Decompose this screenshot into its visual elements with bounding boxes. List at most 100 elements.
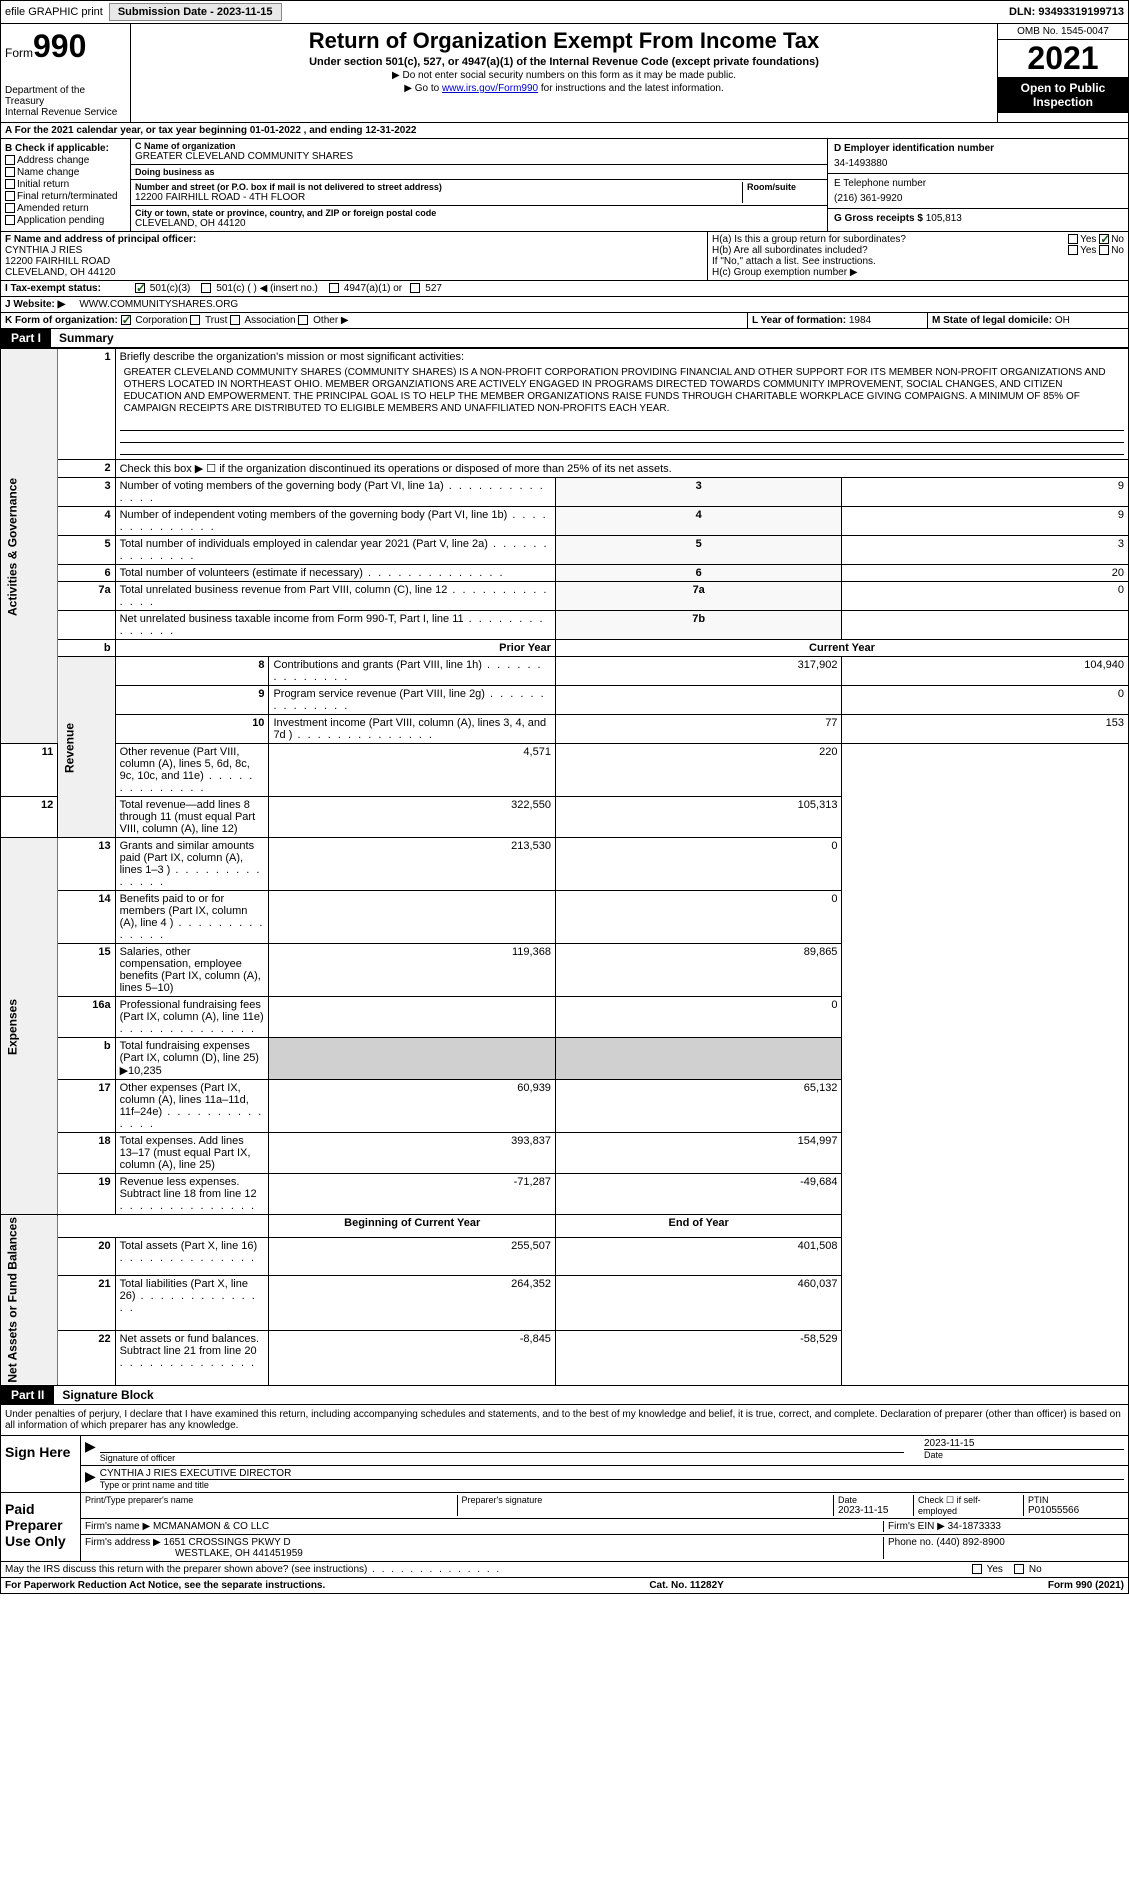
line-num <box>58 611 115 640</box>
chk-501c3[interactable] <box>135 283 145 293</box>
line-box: 3 <box>555 478 842 507</box>
submission-date-button[interactable]: Submission Date - 2023-11-15 <box>109 3 282 21</box>
org-name-label: C Name of organization <box>135 141 823 151</box>
line-text: Total unrelated business revenue from Pa… <box>115 582 555 611</box>
website-value: WWW.COMMUNITYSHARES.ORG <box>75 297 242 312</box>
line-text: Number of independent voting members of … <box>115 507 555 536</box>
chk-corp[interactable] <box>121 315 131 325</box>
prior-val: 264,352 <box>269 1276 556 1331</box>
chk-app-pending[interactable] <box>5 215 15 225</box>
chk-trust[interactable] <box>190 315 200 325</box>
ha-yes-chk[interactable] <box>1068 234 1078 244</box>
arrow-icon: ▶ <box>85 1438 96 1463</box>
dln-label: DLN: 93493319199713 <box>1009 6 1124 18</box>
line-text: Other expenses (Part IX, column (A), lin… <box>115 1080 269 1133</box>
line-val: 9 <box>842 507 1129 536</box>
irs-link[interactable]: www.irs.gov/Form990 <box>442 83 538 94</box>
chk-name-change[interactable] <box>5 167 15 177</box>
blank-line <box>120 421 1124 431</box>
hb-note: If "No," attach a list. See instructions… <box>712 256 1124 267</box>
hb-no-chk[interactable] <box>1099 245 1109 255</box>
lbl-app-pending: Application pending <box>17 215 104 226</box>
curr-val: 0 <box>842 686 1129 715</box>
line2-num: 2 <box>58 460 115 478</box>
opt-assoc: Association <box>244 315 295 326</box>
prior-val <box>555 686 842 715</box>
chk-assoc[interactable] <box>230 315 240 325</box>
city-label: City or town, state or province, country… <box>135 208 823 218</box>
chk-initial-return[interactable] <box>5 179 15 189</box>
form-990: 990 <box>33 28 86 64</box>
line-text: Revenue less expenses. Subtract line 18 … <box>115 1174 269 1215</box>
tax-status-label: I Tax-exempt status: <box>1 281 131 296</box>
curr-val: 104,940 <box>842 657 1129 686</box>
line-num: 15 <box>58 944 115 997</box>
vtab-netassets: Net Assets or Fund Balances <box>1 1215 58 1386</box>
tel-label: E Telephone number <box>834 178 1122 189</box>
chk-address-change[interactable] <box>5 155 15 165</box>
hb-yes-chk[interactable] <box>1068 245 1078 255</box>
curr-val: 105,313 <box>555 797 842 838</box>
officer-addr2: CLEVELAND, OH 44120 <box>5 267 703 278</box>
prior-val: 213,530 <box>269 838 556 891</box>
col-b-checkboxes: B Check if applicable: Address change Na… <box>1 139 131 231</box>
firm-ein: 34-1873333 <box>948 1521 1001 1532</box>
row-a-tax-year: A For the 2021 calendar year, or tax yea… <box>0 123 1129 139</box>
line-val: 3 <box>842 536 1129 565</box>
phone-value: (440) 892-8900 <box>936 1537 1004 1548</box>
ha-yes: Yes <box>1080 234 1096 245</box>
eoy-hdr: End of Year <box>555 1215 842 1238</box>
col-d-ids: D Employer identification number 34-1493… <box>828 139 1128 231</box>
chk-final-return[interactable] <box>5 191 15 201</box>
discuss-yes-chk[interactable] <box>972 1564 982 1574</box>
ein-label: D Employer identification number <box>834 143 1122 154</box>
goto-prefix: ▶ Go to <box>404 83 442 94</box>
form-header: Form990 Department of the Treasury Inter… <box>0 24 1129 123</box>
chk-other[interactable] <box>298 315 308 325</box>
col-b-header: B Check if applicable: <box>5 143 126 154</box>
line-box: 7b <box>555 611 842 640</box>
addr-label: Number and street (or P.O. box if mail i… <box>135 182 738 192</box>
discuss-no-chk[interactable] <box>1014 1564 1024 1574</box>
curr-val: 0 <box>555 838 842 891</box>
line-num: 11 <box>1 744 58 797</box>
gross-value: 105,813 <box>926 213 962 224</box>
firm-ein-label: Firm's EIN ▶ <box>888 1521 945 1532</box>
line-num: 4 <box>58 507 115 536</box>
curr-val: 65,132 <box>555 1080 842 1133</box>
ha-no-chk[interactable] <box>1099 234 1109 244</box>
topbar: efile GRAPHIC print Submission Date - 20… <box>0 0 1129 24</box>
hb-yes: Yes <box>1080 245 1096 256</box>
chk-4947[interactable] <box>329 283 339 293</box>
footer: For Paperwork Reduction Act Notice, see … <box>0 1578 1129 1594</box>
lbl-final-return: Final return/terminated <box>17 191 118 202</box>
ha-label: H(a) Is this a group return for subordin… <box>712 234 906 245</box>
chk-527[interactable] <box>410 283 420 293</box>
line-text: Salaries, other compensation, employee b… <box>115 944 269 997</box>
line-num: 18 <box>58 1133 115 1174</box>
prior-val: 322,550 <box>269 797 556 838</box>
line-16b-num: b <box>58 1038 115 1080</box>
prior-val: 255,507 <box>269 1237 556 1276</box>
line-num: 20 <box>58 1237 115 1276</box>
discuss-no: No <box>1029 1564 1042 1575</box>
officer-typed-name: CYNTHIA J RIES EXECUTIVE DIRECTOR <box>100 1468 1124 1479</box>
row-j: J Website: ▶ WWW.COMMUNITYSHARES.ORG <box>0 297 1129 313</box>
part2-title: Signature Block <box>54 1386 161 1404</box>
part2-tag: Part II <box>1 1386 54 1404</box>
blank-line <box>120 433 1124 443</box>
firm-addr-label: Firm's address ▶ <box>85 1537 161 1548</box>
form-number: Form990 <box>5 28 126 65</box>
hb-no: No <box>1111 245 1124 256</box>
curr-val: 460,037 <box>555 1276 842 1331</box>
line-num: 9 <box>115 686 269 715</box>
line-num: 12 <box>1 797 58 838</box>
chk-amended[interactable] <box>5 203 15 213</box>
self-employed: Check ☐ if self-employed <box>914 1495 1024 1516</box>
line1-num: 1 <box>58 349 115 460</box>
line-text: Net unrelated business taxable income fr… <box>115 611 555 640</box>
line-box: 6 <box>555 565 842 582</box>
phone-label: Phone no. <box>888 1537 934 1548</box>
chk-501c[interactable] <box>201 283 211 293</box>
line-16b-text: Total fundraising expenses (Part IX, col… <box>115 1038 269 1080</box>
